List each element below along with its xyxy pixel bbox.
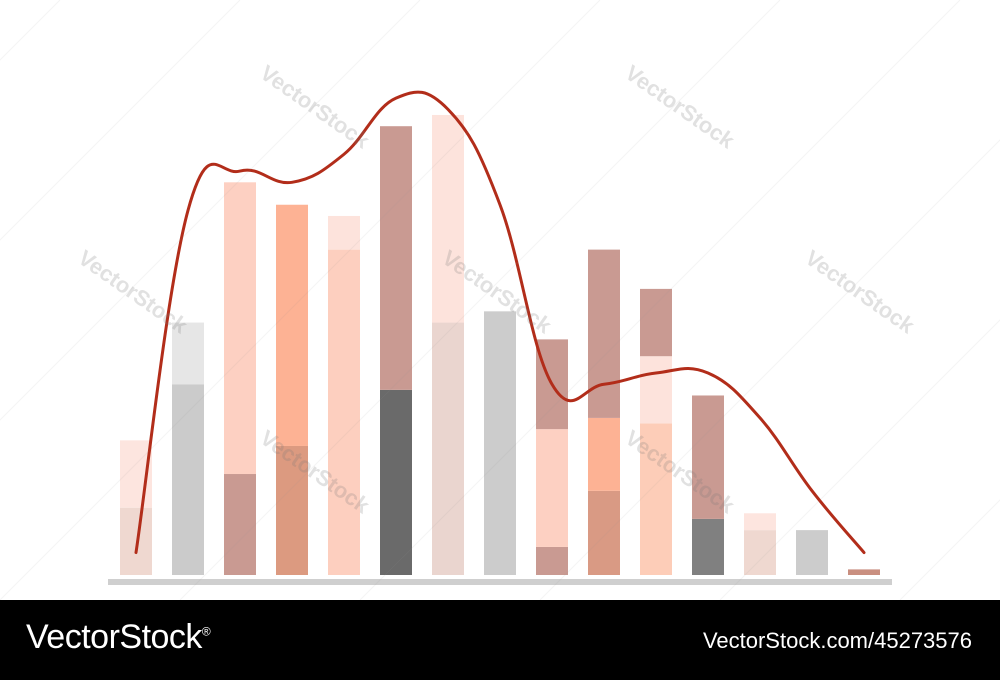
- watermark-line: [179, 0, 781, 600]
- bar-3-segment-2: [224, 182, 256, 475]
- bar-5-segment-2: [328, 215, 360, 250]
- bar-11-segment-1: [640, 423, 672, 575]
- bar-10-segment-3: [588, 249, 620, 418]
- watermark-line: [539, 139, 1000, 600]
- bar-11-segment-3: [640, 288, 672, 357]
- bar-7-segment-2: [432, 114, 464, 323]
- bar-11-segment-2: [640, 356, 672, 424]
- bar-3-segment-1: [224, 474, 256, 575]
- registered-mark: ®: [201, 624, 211, 639]
- bar-6-segment-3: [380, 126, 412, 390]
- bar-15-segment-1: [848, 569, 880, 575]
- bar-5-segment-1: [328, 249, 360, 575]
- bar-10-segment-1: [588, 490, 620, 575]
- bar-13-segment-2: [744, 513, 776, 531]
- bar-8-segment-1: [484, 311, 516, 575]
- watermark-line: [0, 0, 241, 241]
- trend-line: [134, 90, 866, 555]
- bar-12-segment-3: [692, 395, 724, 519]
- image-id-link[interactable]: VectorStock.com/45273576: [702, 628, 972, 653]
- watermark-line: [0, 0, 61, 61]
- bar-9-segment-1: [536, 546, 568, 575]
- brand-logo[interactable]: VectorStock®: [26, 618, 211, 657]
- x-axis-baseline: [108, 579, 892, 585]
- bar-chart: [0, 0, 1000, 600]
- bar-7-segment-1: [432, 322, 464, 575]
- bar-12-segment-1: [692, 518, 724, 575]
- bar-2-segment-2: [172, 322, 204, 385]
- bar-4-segment-1: [276, 445, 308, 575]
- bar-2-segment-1: [172, 384, 204, 575]
- bar-4-segment-2: [276, 204, 308, 446]
- bar-9-segment-2: [536, 429, 568, 547]
- bar-6-segment-1: [380, 389, 412, 575]
- watermark-line: [0, 0, 601, 600]
- watermark-line: [719, 319, 1000, 600]
- brand-name: VectorStock: [26, 618, 202, 656]
- bar-13-segment-1: [744, 530, 776, 575]
- bar-10-segment-2: [588, 417, 620, 491]
- watermark-line: [899, 499, 1000, 600]
- bar-1-segment-1: [120, 507, 152, 575]
- footer-bar: VectorStock® VectorStock.com/45273576: [0, 600, 1000, 680]
- watermark-line: [0, 0, 421, 421]
- chart-area: VectorStock VectorStock VectorStock Vect…: [0, 0, 1000, 600]
- watermark-line: [359, 0, 961, 600]
- bar-14-segment-1: [796, 530, 828, 575]
